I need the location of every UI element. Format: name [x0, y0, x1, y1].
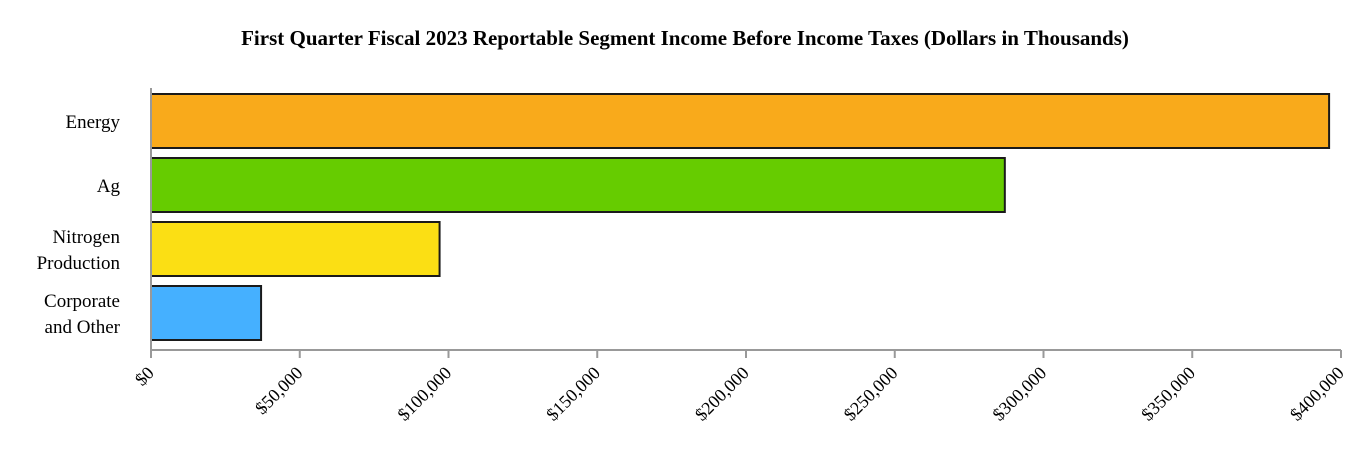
bar-3 [150, 285, 263, 341]
tick-labels-group: $0 $50,000 $100,000 $150,000 $200,000 $250,00… [131, 363, 1348, 425]
chart-title: First Quarter Fiscal 2023 Reportable Seg… [241, 26, 1129, 50]
category-labels-group: Energy Ag Nitrogen Production Corporate and O… [37, 112, 121, 338]
x-tick-label: $100,000 [393, 363, 455, 425]
axes-group [150, 88, 1342, 358]
x-tick-label: $150,000 [542, 363, 604, 425]
bar-2 [150, 221, 441, 277]
category-label: Energy [65, 112, 120, 133]
x-tick-label: $300,000 [988, 363, 1050, 425]
x-tick-label: $200,000 [691, 363, 753, 425]
x-tick-label: $0 [131, 363, 158, 390]
x-tick-label: $350,000 [1137, 363, 1199, 425]
x-tick-label: $250,000 [840, 363, 902, 425]
x-tick-label: $400,000 [1286, 363, 1348, 425]
x-tick-label: $50,000 [251, 363, 307, 419]
category-label: Nitrogen Production [37, 227, 121, 274]
category-label: Corporate and Other [44, 291, 121, 338]
category-label: Ag [97, 176, 121, 197]
bar-1 [150, 157, 1006, 213]
bars-group [150, 93, 1331, 341]
bar-0 [150, 93, 1331, 149]
